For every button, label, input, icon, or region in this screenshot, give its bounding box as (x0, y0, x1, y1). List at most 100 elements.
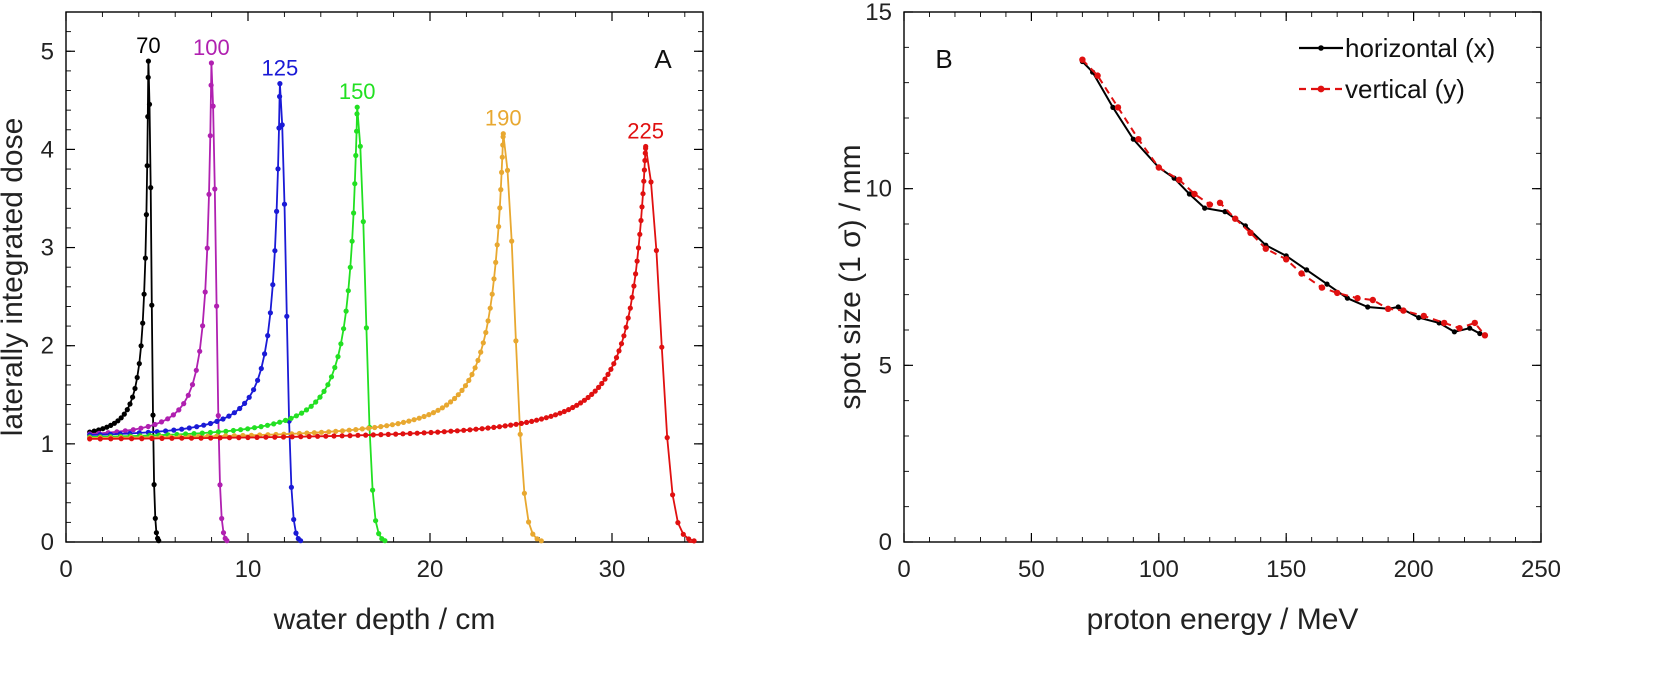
data-point (521, 490, 528, 496)
data-point (1304, 267, 1310, 273)
data-point (395, 421, 401, 427)
data-point (517, 431, 523, 437)
data-point (153, 530, 159, 536)
data-point (91, 428, 97, 434)
data-point (1135, 136, 1142, 143)
data-point (1365, 304, 1371, 310)
data-point (372, 424, 378, 431)
data-point (263, 434, 269, 440)
data-point (145, 114, 151, 120)
data-point (648, 179, 654, 185)
data-point (1191, 190, 1198, 198)
data-point (1114, 104, 1122, 111)
data-point (254, 434, 260, 440)
data-point (489, 291, 495, 297)
data-point (354, 111, 360, 117)
data-point (483, 329, 489, 336)
series-225: 225 (87, 118, 697, 544)
data-point (641, 167, 648, 173)
data-point (346, 427, 352, 433)
data-point (333, 428, 339, 434)
data-point (149, 302, 155, 308)
data-point (152, 421, 158, 428)
data-point (303, 407, 310, 413)
x-tick-label: 0 (59, 556, 72, 583)
data-point (509, 238, 515, 244)
data-point (602, 376, 608, 382)
data-point (198, 435, 204, 441)
data-point (156, 538, 162, 544)
data-point (291, 516, 297, 523)
data-point (637, 231, 643, 237)
data-point (122, 428, 128, 434)
data-point (349, 238, 355, 244)
peak-label: 100 (193, 35, 230, 60)
peak-label: 190 (485, 106, 522, 131)
data-point (529, 418, 535, 424)
data-point (596, 384, 602, 390)
data-point (357, 143, 363, 149)
data-point (148, 185, 154, 191)
data-point (561, 408, 567, 415)
data-point (159, 435, 165, 441)
data-point (343, 308, 349, 314)
legend-marker (1317, 85, 1325, 93)
data-point (142, 255, 148, 261)
data-point (288, 415, 294, 421)
peak-label: 150 (339, 79, 376, 104)
data-point (306, 433, 312, 440)
y-tick-label: 0 (41, 529, 54, 556)
data-point (298, 434, 304, 440)
data-point (1344, 295, 1350, 301)
x-tick-label: 50 (1018, 556, 1045, 583)
data-point (1334, 289, 1341, 297)
data-point (171, 427, 177, 433)
data-point (461, 427, 467, 433)
data-point (363, 325, 369, 331)
data-point (231, 410, 237, 416)
data-point (207, 420, 214, 427)
data-point (215, 429, 221, 435)
data-point (530, 531, 536, 537)
data-point (480, 340, 486, 346)
data-point (585, 394, 591, 401)
x-axis-label: proton energy / MeV (1087, 603, 1359, 636)
data-point (534, 536, 540, 542)
data-point (618, 341, 625, 347)
data-point (264, 422, 271, 428)
data-point (242, 400, 248, 406)
data-point (245, 434, 251, 441)
data-point (206, 191, 212, 197)
data-point (140, 320, 146, 326)
data-point (384, 423, 390, 429)
x-tick-label: 10 (235, 556, 262, 583)
data-point (179, 426, 185, 432)
data-point (353, 152, 359, 159)
data-point (500, 131, 506, 137)
data-point (393, 431, 399, 437)
data-point (149, 435, 155, 442)
data-point (435, 429, 441, 435)
data-point (323, 433, 329, 439)
data-point (1110, 104, 1116, 110)
data-point (255, 377, 261, 383)
series-line (89, 133, 542, 542)
x-tick-label: 250 (1521, 556, 1561, 583)
data-point (552, 412, 559, 418)
data-point (592, 388, 598, 394)
data-point (448, 428, 454, 434)
data-point (97, 436, 103, 442)
data-point (181, 401, 187, 407)
data-point (220, 530, 227, 536)
data-point (298, 538, 304, 544)
data-point (452, 395, 458, 402)
data-point (370, 432, 376, 438)
data-point (414, 430, 420, 436)
data-point (163, 428, 169, 434)
data-point (183, 431, 189, 437)
y-tick-label: 5 (879, 352, 892, 379)
data-point (1202, 205, 1208, 211)
data-point (605, 371, 611, 377)
data-point (479, 426, 485, 432)
data-point (638, 217, 644, 224)
